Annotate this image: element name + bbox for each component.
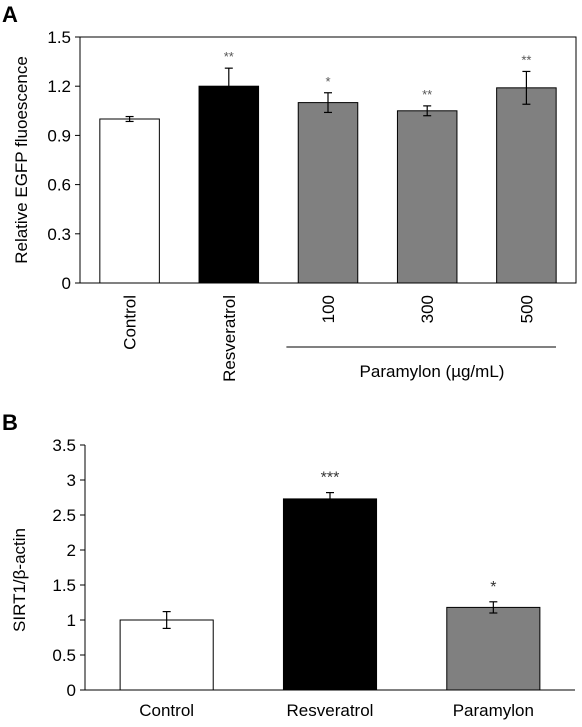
bar-300 (396, 110, 458, 284)
category-label: Control (139, 701, 194, 720)
y-tick-label: 2 (67, 541, 76, 560)
bar-100 (297, 102, 359, 284)
significance-marker: ** (422, 87, 432, 102)
bar-resveratrol (198, 85, 260, 284)
category-label: Resveratrol (220, 295, 239, 382)
bar-500 (496, 87, 557, 284)
y-tick-label: 3.5 (52, 436, 76, 455)
significance-marker: *** (321, 470, 340, 487)
y-tick-label: 1.5 (47, 28, 71, 47)
category-label: Paramylon (453, 701, 534, 720)
y-tick-label: 0 (67, 681, 76, 700)
y-tick-label: 0.9 (47, 126, 71, 145)
significance-marker: ** (521, 52, 531, 67)
panel-a-label: A (2, 2, 18, 27)
category-label: 500 (517, 295, 536, 323)
bar-control (119, 619, 214, 691)
bar-paramylon (446, 606, 541, 691)
panel-a-group-label: Paramylon (µg/mL) (360, 362, 505, 381)
panel-b-label: B (2, 410, 18, 435)
y-tick-label: 1.5 (52, 576, 76, 595)
y-tick-label: 0.6 (47, 176, 71, 195)
y-tick-label: 2.5 (52, 506, 76, 525)
significance-marker: * (325, 74, 330, 89)
bar-resveratrol (282, 498, 378, 691)
category-label: 300 (418, 295, 437, 323)
significance-marker: * (490, 579, 496, 596)
category-label: Resveratrol (287, 701, 374, 720)
significance-marker: ** (224, 49, 234, 64)
y-tick-label: 0 (62, 274, 71, 293)
y-tick-label: 1.2 (47, 77, 71, 96)
y-tick-label: 0.3 (47, 225, 71, 244)
panel-b-chart: 0 0.5 1 1.5 2 2.5 3 3.5 Control *** Resveratrol * Pa… (52, 436, 575, 720)
panel-a-y-axis-title: Relative EGFP fluoescence (12, 56, 31, 264)
panel-b-y-axis-title: SIRT1/β-actin (10, 528, 29, 632)
y-tick-label: 3 (67, 471, 76, 490)
category-label: 100 (319, 295, 338, 323)
panel-a-chart: 0 0.3 0.6 0.9 1.2 1.5 Control ** Resveratrol * 100… (47, 28, 577, 382)
bar-control (99, 118, 160, 284)
category-label: Control (121, 295, 140, 350)
y-tick-label: 1 (67, 611, 76, 630)
y-tick-label: 0.5 (52, 646, 76, 665)
